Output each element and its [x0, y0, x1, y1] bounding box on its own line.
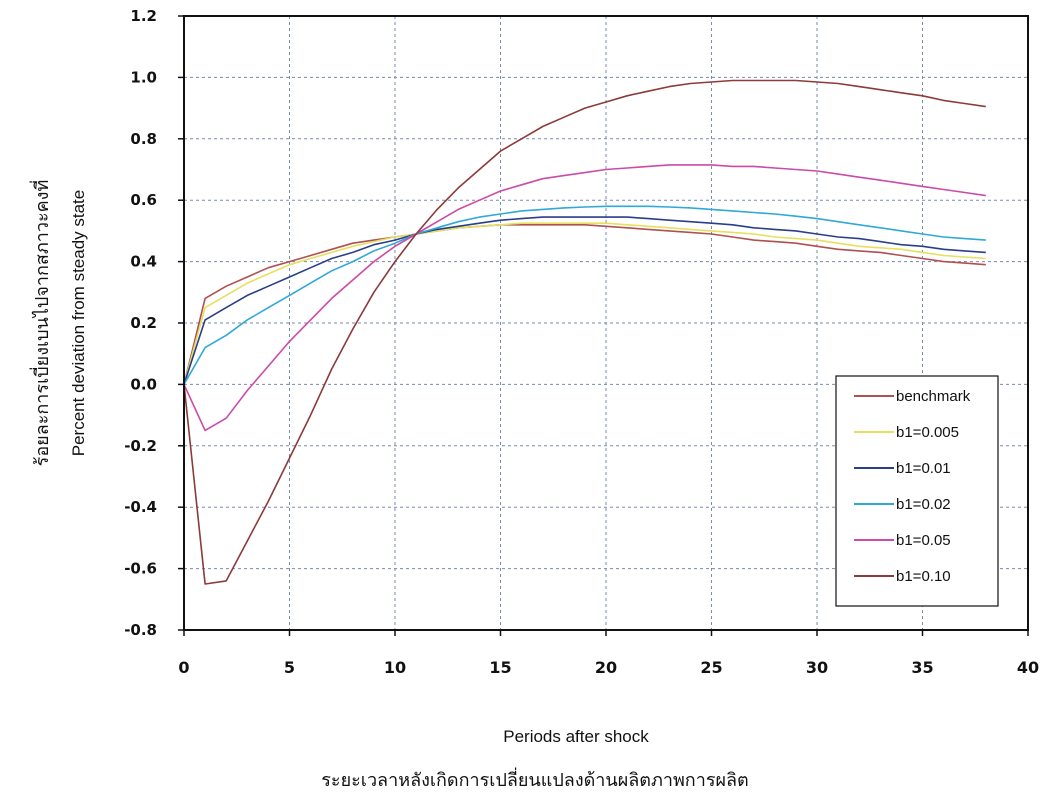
- legend-entry-label: b1=0.005: [896, 424, 959, 441]
- y-tick-label: 0.8: [130, 130, 157, 148]
- x-tick-label: 10: [384, 658, 406, 677]
- x-axis-label-thai: ระยะเวลาหลังเกิดการเปลี่ยนแปลงด้านผลิตภา…: [321, 767, 749, 791]
- y-tick-label: -0.4: [124, 498, 157, 516]
- series-line-b1=0.10: [183, 79, 986, 585]
- x-tick-label: 40: [1017, 658, 1039, 677]
- legend-entry-label: b1=0.02: [896, 496, 951, 513]
- y-tick-label: -0.8: [124, 621, 157, 639]
- y-axis-label-thai: ร้อยละการเบี่ยงเบนไปจากสภาวะคงที่: [29, 180, 53, 467]
- y-tick-label: -0.6: [124, 560, 157, 578]
- series-line-b1=0.005: [183, 222, 986, 385]
- series-line-b1=0.01: [183, 216, 986, 385]
- series-line-b1=0.02: [183, 205, 986, 385]
- y-tick-label: 1.2: [130, 7, 157, 25]
- x-axis-ticks: 0 5 10 15 20 25 30 35 40: [178, 630, 1039, 677]
- x-tick-label: 20: [595, 658, 617, 677]
- series-lines: [183, 79, 986, 585]
- series-line-b1=0.05: [183, 164, 986, 432]
- legend-entry-label: benchmark: [896, 388, 971, 405]
- x-tick-label: 15: [489, 658, 511, 677]
- x-tick-label: 5: [284, 658, 295, 677]
- x-tick-label: 35: [911, 658, 933, 677]
- x-tick-label: 25: [700, 658, 722, 677]
- y-tick-label: -0.2: [124, 437, 157, 455]
- legend-entry-label: b1=0.10: [896, 568, 951, 585]
- x-tick-label: 0: [178, 658, 189, 677]
- y-tick-label: 0.6: [130, 191, 157, 209]
- y-tick-label: 0.0: [130, 375, 157, 393]
- y-tick-label: 0.2: [130, 314, 157, 332]
- legend-box: [835, 375, 999, 607]
- legend-entry-label: b1=0.01: [896, 460, 951, 477]
- y-axis-ticks: 1.2 1.0 0.8 0.6 0.4 0.2 0.0 -0.2 -0.4 -0.6 -0.8: [124, 7, 184, 639]
- legend: benchmark b1=0.005 b1=0.01 b1=0.02 b1=0.05 b1…: [835, 375, 999, 607]
- legend-entry-label: b1=0.05: [896, 532, 951, 549]
- y-tick-label: 1.0: [130, 68, 157, 86]
- y-axis-label: Percent deviation from steady state: [69, 190, 88, 456]
- x-axis-label: Periods after shock: [503, 727, 649, 746]
- x-tick-label: 30: [806, 658, 828, 677]
- y-tick-label: 0.4: [130, 253, 157, 271]
- series-line-benchmark: [183, 224, 986, 385]
